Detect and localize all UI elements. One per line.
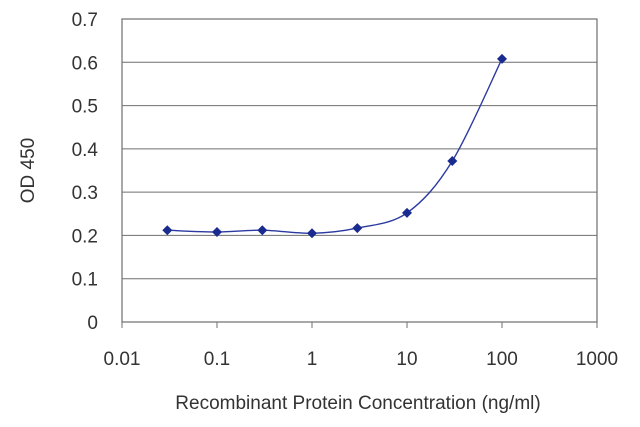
y-tick-label: 0.6 (72, 53, 98, 74)
y-tick-label: 0.3 (72, 183, 98, 204)
data-point-marker (212, 226, 222, 237)
x-tick-label: 1 (307, 349, 318, 370)
plot-area (121, 18, 598, 323)
y-tick-label: 0 (87, 313, 98, 334)
data-point-marker (352, 223, 363, 234)
x-axis-tick-labels: 0.01 0.1 1 10 100 1000 (104, 349, 619, 370)
y-tick-label: 0.5 (72, 97, 98, 118)
data-point-marker (497, 53, 507, 64)
y-tick-label: 0.7 (72, 10, 98, 31)
x-tick-label: 100 (486, 349, 518, 370)
y-tick-label: 0.1 (72, 270, 98, 291)
grid-lines (122, 61, 597, 280)
data-markers (162, 53, 507, 239)
x-tick-label: 1000 (576, 349, 618, 370)
data-point-marker (402, 207, 412, 218)
y-tick-label: 0.2 (72, 226, 98, 247)
data-point-marker (307, 228, 317, 239)
data-point-marker (162, 225, 173, 236)
data-point-marker (257, 225, 268, 236)
x-axis-title: Recombinant Protein Concentration (ng/ml… (175, 393, 540, 414)
x-tick-label: 10 (396, 349, 417, 370)
y-tick-label: 0.4 (72, 140, 99, 161)
y-axis-title: OD 450 (18, 138, 39, 203)
data-point-marker (447, 155, 458, 166)
x-tick-label: 0.1 (204, 349, 230, 370)
y-axis-tick-labels: 0 0.1 0.2 0.3 0.4 0.5 0.6 0.7 (72, 10, 99, 334)
x-axis-ticks (121, 322, 598, 328)
x-tick-label: 0.01 (104, 349, 141, 370)
